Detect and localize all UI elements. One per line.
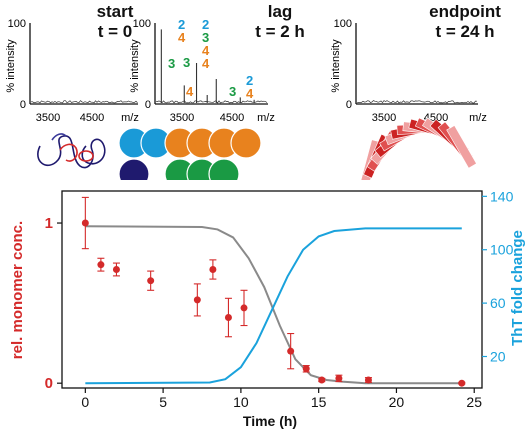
fibril-illustration — [360, 117, 477, 180]
spectrum-lag-xunit: m/z — [257, 112, 275, 124]
spectrum-endpoint-yzero: 0 — [346, 99, 352, 111]
y-right-tick-label: 140 — [490, 188, 514, 204]
peak-label: 4 — [246, 86, 254, 101]
x-axis-ticks: 0 5 10 15 20 25 — [81, 388, 482, 410]
x-axis-label: Time (h) — [243, 413, 297, 429]
y-left-tick-label: 1 — [45, 215, 53, 232]
y-right-axis-ticks: 20 60 100 140 — [482, 188, 514, 365]
peak-label: 3 — [229, 84, 236, 99]
spectrum-endpoint: % intensity 100 0 3500 4500 m/z — [330, 18, 487, 124]
spectrum-lag: % intensity 100 0 2 4 3 3 2 3 4 4 4 3 2 … — [129, 17, 275, 124]
spectrum-lag-trace — [155, 100, 268, 104]
panel-endpoint-title: endpoint — [429, 2, 501, 21]
spectrum-lag-ylabel: % intensity — [129, 39, 141, 93]
spectrum-lag-ymax: 100 — [133, 18, 151, 30]
data-point — [318, 376, 326, 384]
spectrum-endpoint-xtick-1: 3500 — [372, 112, 396, 124]
y-left-axis-label: rel. monomer conc. — [9, 221, 26, 359]
y-right-tick-label: 20 — [490, 349, 506, 365]
spectrum-start-xtick-2: 4500 — [80, 112, 104, 124]
peak-label: 3 — [168, 56, 175, 71]
data-point — [81, 219, 89, 227]
peak-label: 4 — [178, 30, 186, 45]
panel-start-time: t = 0 — [97, 22, 133, 41]
data-point — [112, 265, 120, 273]
peak-label: 2 — [202, 17, 209, 32]
spectrum-start-xunit: m/z — [121, 112, 139, 124]
x-tick-label: 15 — [311, 394, 327, 410]
spectrum-lag-peaks — [160, 29, 255, 103]
x-tick-label: 20 — [389, 394, 405, 410]
spectrum-endpoint-ylabel: % intensity — [330, 39, 342, 93]
spectrum-start-ymax: 100 — [8, 18, 26, 30]
peak-label: 3 — [183, 55, 190, 70]
data-point — [240, 304, 248, 312]
monomer-data-points — [81, 196, 466, 387]
spectrum-endpoint-trace — [356, 100, 478, 104]
data-point — [97, 261, 105, 269]
oligomer-tetramer-4 — [230, 127, 262, 159]
peak-label: 4 — [202, 43, 210, 58]
peak-label: 2 — [246, 73, 253, 88]
spectrum-endpoint-xunit: m/z — [469, 112, 487, 124]
spectrum-start-xtick-1: 3500 — [36, 112, 60, 124]
panel-lag-time: t = 2 h — [255, 22, 305, 41]
monomer-illustration — [37, 133, 106, 169]
plot-frame — [61, 190, 483, 389]
data-point — [224, 314, 232, 322]
spectrum-start-ylabel: % intensity — [5, 39, 17, 93]
monomer-circle — [118, 158, 150, 180]
oligomer-trimer-3 — [208, 158, 240, 180]
panel-endpoint-time: t = 24 h — [435, 22, 495, 41]
peak-label: 2 — [178, 17, 185, 32]
y-right-tick-label: 60 — [490, 295, 506, 311]
oligomer-illustration — [118, 127, 262, 180]
peak-label: 4 — [186, 84, 194, 99]
spectrum-lag-xtick-2: 4500 — [220, 112, 244, 124]
y-right-axis-label: ThT fold change — [509, 230, 526, 346]
x-tick-label: 0 — [81, 394, 89, 410]
spectrum-endpoint-ymax: 100 — [334, 18, 352, 30]
x-tick-label: 25 — [466, 394, 482, 410]
peak-label: 3 — [202, 30, 209, 45]
spectrum-start-yzero: 0 — [20, 99, 26, 111]
data-point — [209, 265, 217, 273]
data-point — [193, 296, 201, 304]
data-point — [147, 277, 155, 285]
spectrum-lag-peak-labels: 2 4 3 3 2 3 4 4 4 3 2 4 — [168, 17, 254, 101]
mass-spectra: % intensity 100 0 3500 4500 m/z % intens… — [5, 17, 487, 180]
data-point — [364, 376, 372, 384]
panel-start-title: start — [96, 2, 134, 21]
peak-label: 4 — [202, 56, 210, 71]
y-right-tick-label: 100 — [490, 242, 514, 258]
y-left-axis-ticks: 01 — [45, 215, 62, 392]
data-point — [458, 379, 466, 387]
data-point — [302, 365, 310, 373]
spectrum-start: % intensity 100 0 3500 4500 m/z — [5, 18, 139, 124]
spectrum-lag-yzero: 0 — [145, 99, 151, 111]
y-left-tick-label: 0 — [45, 375, 53, 392]
x-tick-label: 5 — [159, 394, 167, 410]
spectrum-lag-xtick-1: 3500 — [170, 112, 194, 124]
spectrum-start-trace — [30, 100, 138, 104]
data-point — [287, 347, 295, 355]
tht-line — [85, 227, 462, 385]
x-tick-label: 10 — [233, 394, 249, 410]
panel-lag-title: lag — [267, 2, 293, 21]
data-point — [335, 374, 343, 382]
fibril-segment — [446, 125, 477, 169]
